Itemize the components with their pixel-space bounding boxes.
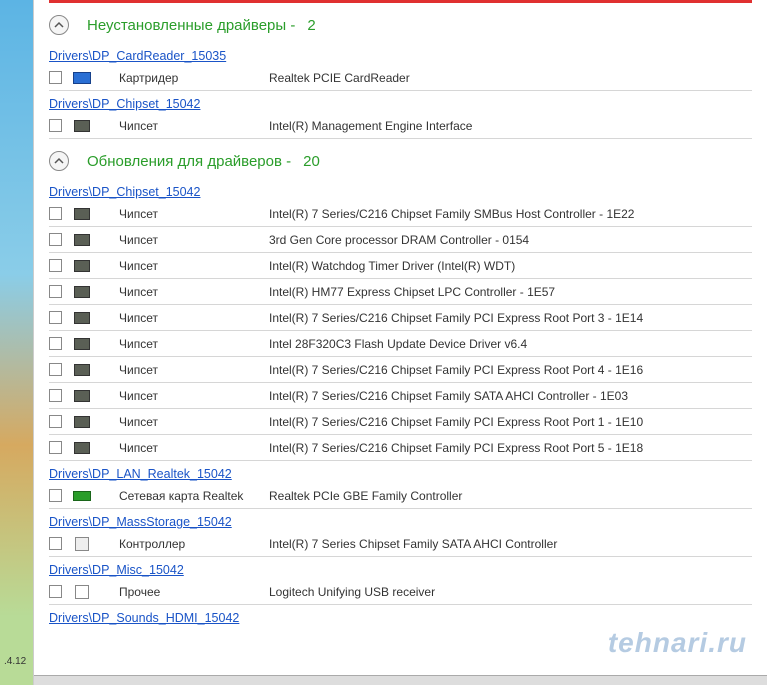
chipset-icon	[71, 232, 93, 248]
chipset-icon	[71, 336, 93, 352]
checkbox[interactable]	[49, 389, 62, 402]
driver-name: Intel(R) 7 Series/C216 Chipset Family SA…	[269, 389, 752, 403]
category-label: Чипсет	[119, 337, 269, 351]
driver-row[interactable]: КонтроллерIntel(R) 7 Series Chipset Fami…	[49, 531, 752, 557]
checkbox[interactable]	[49, 285, 62, 298]
package-link[interactable]: Drivers\DP_MassStorage_15042	[49, 515, 752, 529]
category-label: Чипсет	[119, 119, 269, 133]
category-label: Чипсет	[119, 207, 269, 221]
driver-row[interactable]: Картридер Realtek PCIE CardReader	[49, 65, 752, 91]
category-label: Чипсет	[119, 363, 269, 377]
driver-row[interactable]: Сетевая карта RealtekRealtek PCIe GBE Fa…	[49, 483, 752, 509]
checkbox[interactable]	[49, 233, 62, 246]
section-count: 2	[307, 17, 315, 34]
category-label: Чипсет	[119, 415, 269, 429]
chipset-icon	[71, 388, 93, 404]
driver-name: Intel 28F320C3 Flash Update Device Drive…	[269, 337, 752, 351]
driver-name: Intel(R) 7 Series/C216 Chipset Family PC…	[269, 363, 752, 377]
package-link[interactable]: Drivers\DP_Chipset_15042	[49, 97, 752, 111]
chevron-up-icon	[54, 156, 64, 166]
driver-row[interactable]: ЧипсетIntel(R) 7 Series/C216 Chipset Fam…	[49, 305, 752, 331]
driver-row[interactable]: ЧипсетIntel(R) Watchdog Timer Driver (In…	[49, 253, 752, 279]
driver-name: Intel(R) Management Engine Interface	[269, 119, 752, 133]
chipset-icon	[71, 440, 93, 456]
package-link[interactable]: Drivers\DP_Misc_15042	[49, 563, 752, 577]
chipset-icon	[71, 206, 93, 222]
category-label: Чипсет	[119, 285, 269, 299]
checkbox[interactable]	[49, 337, 62, 350]
category-label: Прочее	[119, 585, 269, 599]
cardreader-icon	[71, 70, 93, 86]
checkbox[interactable]	[49, 207, 62, 220]
category-label: Чипсет	[119, 311, 269, 325]
driver-row[interactable]: ЧипсетIntel(R) 7 Series/C216 Chipset Fam…	[49, 201, 752, 227]
driver-row[interactable]: ЧипсетIntel(R) 7 Series/C216 Chipset Fam…	[49, 435, 752, 461]
driver-row[interactable]: ПрочееLogitech Unifying USB receiver	[49, 579, 752, 605]
package-link[interactable]: Drivers\DP_Chipset_15042	[49, 185, 752, 199]
category-label: Контроллер	[119, 537, 269, 551]
chipset-icon	[71, 310, 93, 326]
checkbox[interactable]	[49, 71, 62, 84]
chipset-icon	[71, 284, 93, 300]
chevron-up-icon	[54, 20, 64, 30]
category-label: Чипсет	[119, 441, 269, 455]
scrollbar[interactable]	[34, 675, 767, 685]
category-label: Чипсет	[119, 389, 269, 403]
misc-icon	[71, 584, 93, 600]
category-label: Сетевая карта Realtek	[119, 489, 269, 503]
driver-name: Intel(R) 7 Series/C216 Chipset Family PC…	[269, 311, 752, 325]
chipset-icon	[71, 414, 93, 430]
package-link[interactable]: Drivers\DP_CardReader_15035	[49, 49, 752, 63]
checkbox[interactable]	[49, 311, 62, 324]
chipset-icon	[71, 258, 93, 274]
category-label: Чипсет	[119, 233, 269, 247]
driver-name: Realtek PCIe GBE Family Controller	[269, 489, 752, 503]
driver-row[interactable]: ЧипсетIntel 28F320C3 Flash Update Device…	[49, 331, 752, 357]
section-title: Неустановленные драйверы -	[87, 17, 295, 34]
checkbox[interactable]	[49, 119, 62, 132]
package-link[interactable]: Drivers\DP_Sounds_HDMI_15042	[49, 611, 752, 625]
version-label: .4.12	[4, 656, 26, 667]
driver-row[interactable]: Чипсет Intel(R) Management Engine Interf…	[49, 113, 752, 139]
driver-name: Realtek PCIE CardReader	[269, 71, 752, 85]
driver-name: Intel(R) HM77 Express Chipset LPC Contro…	[269, 285, 752, 299]
driver-name: Intel(R) 7 Series Chipset Family SATA AH…	[269, 537, 752, 551]
checkbox[interactable]	[49, 489, 62, 502]
checkbox[interactable]	[49, 585, 62, 598]
driver-name: Intel(R) 7 Series/C216 Chipset Family PC…	[269, 415, 752, 429]
driver-name: Intel(R) 7 Series/C216 Chipset Family SM…	[269, 207, 752, 221]
driver-row[interactable]: ЧипсетIntel(R) 7 Series/C216 Chipset Fam…	[49, 409, 752, 435]
network-icon	[71, 488, 93, 504]
driver-list-panel: Неустановленные драйверы - 2 Drivers\DP_…	[34, 0, 767, 637]
driver-row[interactable]: ЧипсетIntel(R) HM77 Express Chipset LPC …	[49, 279, 752, 305]
checkbox[interactable]	[49, 363, 62, 376]
checkbox[interactable]	[49, 259, 62, 272]
category-label: Чипсет	[119, 259, 269, 273]
section-count: 20	[303, 153, 320, 170]
storage-icon	[71, 536, 93, 552]
driver-row[interactable]: Чипсет3rd Gen Core processor DRAM Contro…	[49, 227, 752, 253]
section-header-updates: Обновления для драйверов - 20	[49, 151, 752, 171]
driver-name: Logitech Unifying USB receiver	[269, 585, 752, 599]
collapse-button[interactable]	[49, 151, 69, 171]
category-label: Картридер	[119, 71, 269, 85]
checkbox[interactable]	[49, 537, 62, 550]
driver-row[interactable]: ЧипсетIntel(R) 7 Series/C216 Chipset Fam…	[49, 383, 752, 409]
checkbox[interactable]	[49, 415, 62, 428]
desktop-edge	[0, 0, 34, 685]
collapse-button[interactable]	[49, 15, 69, 35]
section-header-uninstalled: Неустановленные драйверы - 2	[49, 15, 752, 35]
driver-name: Intel(R) 7 Series/C216 Chipset Family PC…	[269, 441, 752, 455]
driver-name: 3rd Gen Core processor DRAM Controller -…	[269, 233, 752, 247]
checkbox[interactable]	[49, 441, 62, 454]
section-title: Обновления для драйверов -	[87, 153, 291, 170]
divider	[49, 0, 752, 3]
chipset-icon	[71, 362, 93, 378]
driver-row[interactable]: ЧипсетIntel(R) 7 Series/C216 Chipset Fam…	[49, 357, 752, 383]
chipset-icon	[71, 118, 93, 134]
package-link[interactable]: Drivers\DP_LAN_Realtek_15042	[49, 467, 752, 481]
driver-name: Intel(R) Watchdog Timer Driver (Intel(R)…	[269, 259, 752, 273]
